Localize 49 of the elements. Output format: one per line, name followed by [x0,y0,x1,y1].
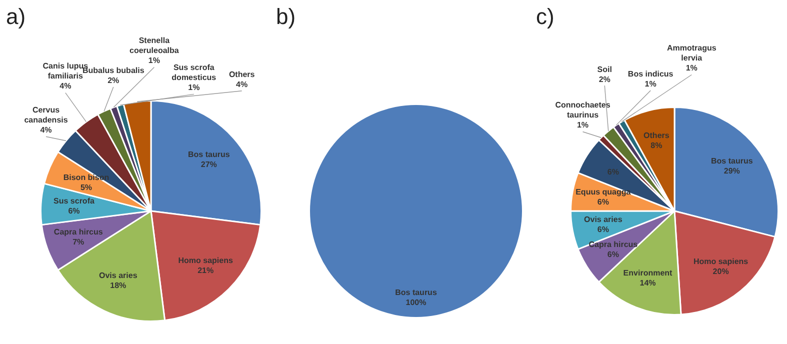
slice-label: Bos taurus [710,156,754,166]
data-label: 100% [406,298,426,308]
chart-title: b) [276,4,296,30]
slice-label: Cervus canadensis [24,105,68,124]
data-label: 1% [644,80,656,89]
slice-label: Capra hircus [54,227,104,236]
chart-title: c) [536,4,554,30]
slice-label: Ammotragus lervia [666,43,717,62]
data-label: 4% [40,125,52,134]
data-label: 2% [108,76,120,86]
data-label: 8% [650,140,662,150]
slice-label: Others [644,130,670,140]
data-label: 6% [607,167,619,176]
slice-label: Soil [597,64,612,74]
data-label: 14% [640,278,656,288]
slice-label: Homo sapiens [178,256,234,265]
data-label: 6% [597,224,609,234]
data-label: 1% [686,63,698,72]
slice-label: Sus scrofa domesticus [172,62,217,82]
chart-title: a) [6,4,26,30]
data-label: 29% [724,166,740,176]
data-label: 6% [607,250,619,260]
slice-label: Ovis aries [584,214,623,224]
data-label: 5% [80,183,92,192]
data-label: 4% [236,80,248,90]
data-label: 18% [110,281,126,290]
data-label: 20% [712,267,729,276]
slice-label: Ovis aries [99,271,138,280]
data-label: 6% [597,198,609,207]
data-label: 6% [68,206,80,216]
data-label: 1% [148,56,160,65]
slice-label: Others [228,70,256,80]
slice-label: Bos taurus [188,150,230,160]
slice-label: Bison bison [63,173,110,182]
data-label: 7% [72,237,84,246]
slice-label: Connochaetes taurinus [555,100,611,120]
data-label: 2% [598,74,610,84]
slice-label: Environment [623,268,673,278]
data-label: 21% [198,266,214,275]
data-label: 27% [200,160,217,170]
data-label: 1% [188,82,200,92]
slice-label: Capra hircus [588,240,638,250]
slice-label: Bos taurus [395,288,438,298]
slice-label: Sus scrofa [54,196,95,206]
slice-label: Homo sapiens [693,257,749,266]
slice-label: Bos indicus [628,70,674,79]
data-label: 4% [60,81,72,90]
slice-label: Stenella coeruleoalba [130,36,180,55]
data-label: 1% [576,120,589,130]
